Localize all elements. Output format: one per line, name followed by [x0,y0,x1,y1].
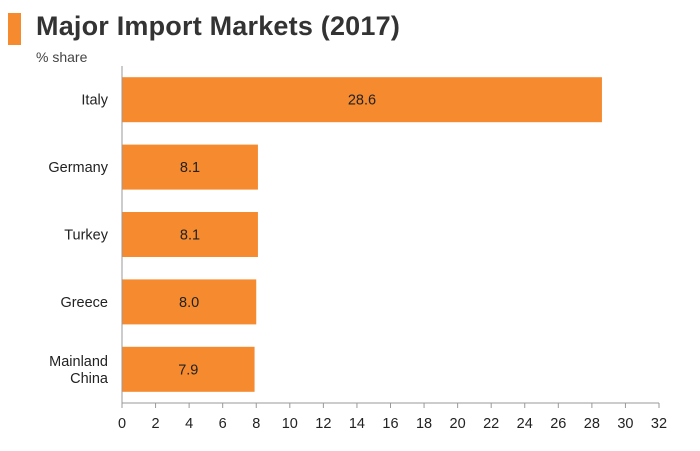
x-tick-label: 4 [185,416,193,432]
bar [122,212,258,257]
x-tick-label: 16 [382,416,398,432]
x-tick-label: 12 [315,416,331,432]
chart-title: Major Import Markets (2017) [36,11,401,41]
data-label: 8.1 [180,160,200,176]
x-tick-label: 22 [483,416,499,432]
category-label: Greece [60,295,108,311]
x-tick-label: 26 [550,416,566,432]
x-tick-label: 6 [219,416,227,432]
category-label: Italy [81,93,108,109]
data-label: 8.1 [180,228,200,244]
title-accent-bar [8,13,21,45]
bar [122,144,258,190]
data-label: 7.9 [178,362,198,378]
data-label: 8.0 [179,295,199,311]
x-tick-label: 10 [282,416,298,432]
x-tick-label: 32 [651,416,667,432]
x-tick-label: 30 [617,416,633,432]
data-label: 28.6 [348,93,376,109]
x-tick-label: 18 [416,416,432,432]
x-tick-label: 2 [152,416,160,432]
x-tick-label: 14 [349,416,365,432]
bar [122,77,602,123]
chart-subtitle: % share [36,49,88,65]
bar [122,346,255,392]
x-tick-label: 24 [517,416,533,432]
x-tick-label: 20 [450,416,466,432]
x-tick-label: 28 [584,416,600,432]
category-label: Mainland China [49,354,109,387]
x-tick-label: 0 [118,416,126,432]
category-label: Turkey [64,228,109,244]
x-tick-label: 8 [252,416,260,432]
bar [122,279,257,325]
category-label: Germany [48,160,108,176]
